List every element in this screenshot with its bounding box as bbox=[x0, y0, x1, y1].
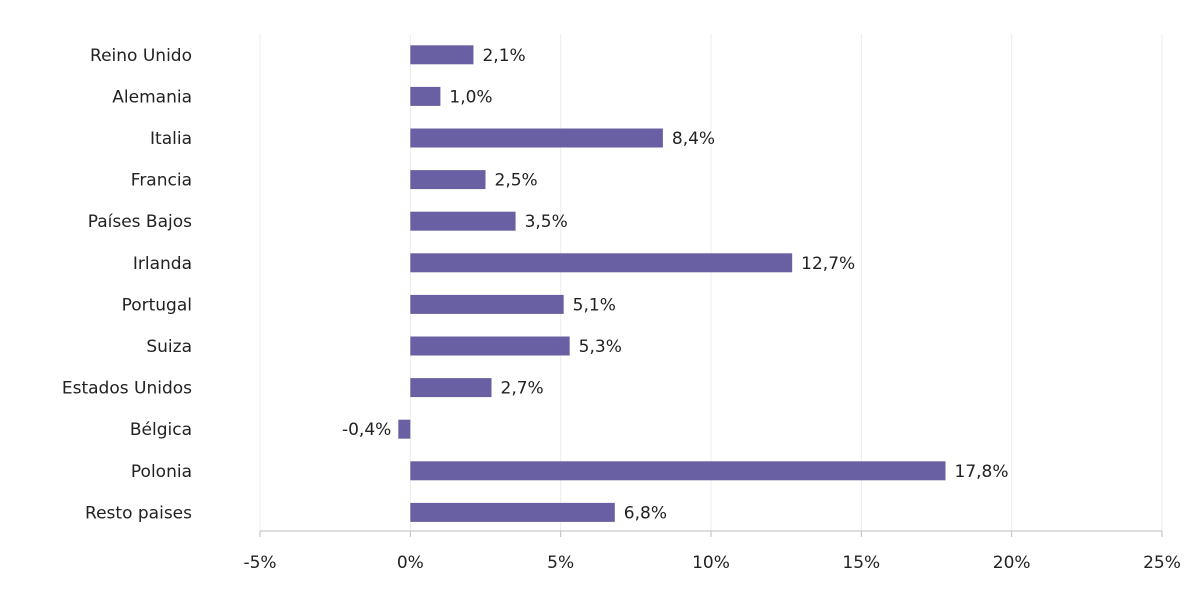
x-tick-label: 10% bbox=[692, 553, 730, 573]
value-label: 1,0% bbox=[449, 87, 492, 107]
bar bbox=[410, 170, 486, 190]
bar bbox=[410, 461, 946, 481]
bars bbox=[398, 45, 946, 522]
category-label: Irlanda bbox=[133, 254, 192, 274]
value-label: 2,5% bbox=[495, 171, 538, 191]
value-label: 2,1% bbox=[482, 46, 525, 66]
x-tick-label: 0% bbox=[397, 553, 424, 573]
category-label: Polonia bbox=[131, 462, 192, 482]
labels: -5% 0% 5% 10% 15% 20% 25% Reino Unido 2,1% Aleman… bbox=[62, 46, 1181, 573]
category-label: Alemania bbox=[112, 87, 192, 107]
category-label: Reino Unido bbox=[90, 46, 192, 66]
category-label: Portugal bbox=[122, 295, 192, 315]
gridlines bbox=[259, 34, 1163, 531]
value-label: 17,8% bbox=[955, 462, 1009, 482]
bar bbox=[410, 294, 564, 314]
bar bbox=[410, 86, 441, 106]
category-label: Estados Unidos bbox=[62, 379, 192, 399]
value-label: 12,7% bbox=[801, 254, 855, 274]
value-label: 3,5% bbox=[525, 212, 568, 232]
value-label: 2,7% bbox=[501, 379, 544, 399]
bar bbox=[410, 253, 793, 273]
bar bbox=[398, 419, 411, 439]
value-label: 6,8% bbox=[624, 503, 667, 523]
x-tick-label: 15% bbox=[842, 553, 880, 573]
category-label: Italia bbox=[150, 129, 192, 149]
value-label: -0,4% bbox=[342, 420, 391, 440]
category-label: Resto paises bbox=[85, 503, 192, 523]
x-tick-label: -5% bbox=[243, 553, 276, 573]
x-tick-label: 5% bbox=[547, 553, 574, 573]
category-label: Países Bajos bbox=[88, 212, 192, 232]
bar bbox=[410, 336, 570, 356]
bar bbox=[410, 378, 492, 398]
bar bbox=[410, 502, 615, 522]
category-label: Francia bbox=[131, 171, 192, 191]
x-axis bbox=[259, 530, 1163, 537]
bar bbox=[410, 45, 474, 65]
bar bbox=[410, 128, 663, 148]
x-tick-label: 20% bbox=[993, 553, 1031, 573]
x-tick-label: 25% bbox=[1143, 553, 1181, 573]
value-label: 8,4% bbox=[672, 129, 715, 149]
category-label: Bélgica bbox=[130, 420, 192, 440]
value-label: 5,1% bbox=[573, 295, 616, 315]
category-label: Suiza bbox=[146, 337, 192, 357]
bar bbox=[410, 211, 516, 231]
value-label: 5,3% bbox=[579, 337, 622, 357]
